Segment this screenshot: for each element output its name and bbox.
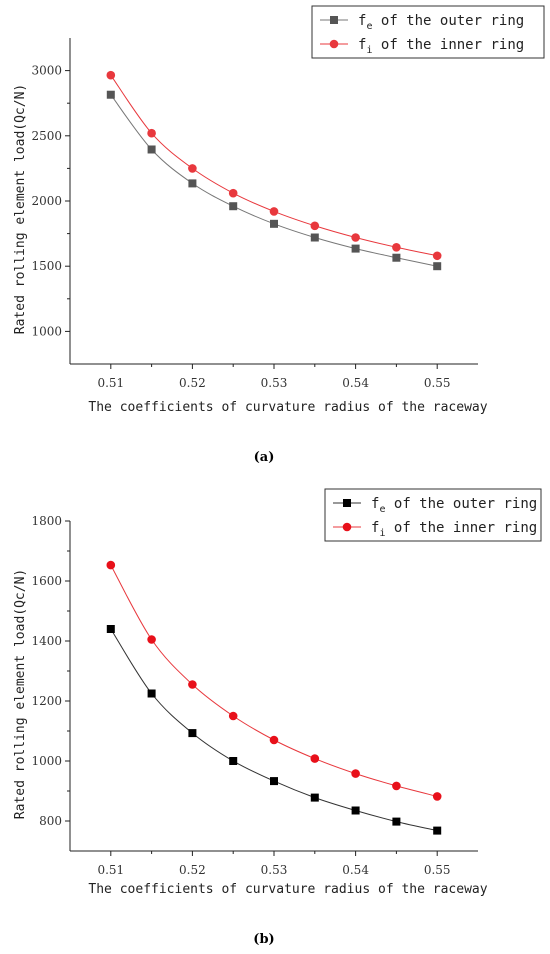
data-point-square bbox=[106, 625, 115, 633]
data-point-square bbox=[229, 202, 238, 211]
x-tick-label: 0.52 bbox=[179, 863, 206, 877]
data-point-circle bbox=[228, 188, 238, 198]
data-point-square bbox=[270, 219, 278, 228]
legend-marker-square bbox=[343, 499, 351, 507]
x-axis-label: The coefficients of curvature radius of … bbox=[88, 882, 487, 897]
data-point-circle bbox=[147, 635, 156, 644]
legend: fe of the outer ring fi of the inner ring bbox=[311, 5, 545, 59]
panel-label: (a) bbox=[254, 450, 275, 465]
y-tick-label: 1000 bbox=[31, 324, 62, 338]
legend-box bbox=[311, 5, 545, 59]
chart-a: 0.51 0.52 0.53 0.54 0.55 1000 1500 2000 2500 3000… bbox=[13, 5, 545, 465]
data-point-circle bbox=[269, 207, 279, 216]
legend-label: fe of the outer ring bbox=[371, 496, 537, 515]
data-point-square bbox=[147, 145, 156, 154]
series-inner-ring bbox=[106, 560, 442, 801]
y-tick-label: 2500 bbox=[31, 129, 62, 143]
legend-marker-square bbox=[330, 16, 338, 24]
y-tick-label: 3000 bbox=[31, 64, 62, 78]
y-tick-label: 1500 bbox=[31, 259, 62, 273]
data-point-square bbox=[433, 826, 442, 835]
legend-marker-circle bbox=[329, 39, 339, 49]
data-point-circle bbox=[392, 781, 401, 791]
x-tick-label: 0.54 bbox=[342, 863, 369, 877]
x-tick-label: 0.55 bbox=[424, 863, 451, 877]
y-axis-label: Rated rolling element load(Qc/N) bbox=[13, 569, 28, 819]
chart-b: 0.51 0.52 0.53 0.54 0.55 800 1000 1200 1400 1600 1… bbox=[13, 488, 542, 947]
series-outer-ring bbox=[106, 90, 442, 271]
data-point-square bbox=[229, 757, 238, 765]
panel-label: (b) bbox=[253, 932, 274, 947]
x-tick-label: 0.51 bbox=[97, 863, 124, 877]
x-tick-label: 0.54 bbox=[342, 376, 369, 390]
series-outer-ring bbox=[106, 625, 442, 835]
data-point-square bbox=[310, 793, 319, 802]
data-point-circle bbox=[432, 792, 442, 801]
series-line bbox=[110, 94, 438, 267]
y-tick-label: 800 bbox=[39, 814, 62, 828]
y-tick-label: 1000 bbox=[31, 754, 62, 768]
x-tick-label: 0.53 bbox=[261, 863, 288, 877]
data-point-square bbox=[188, 179, 197, 188]
data-point-circle bbox=[310, 754, 320, 763]
x-axis-label: The coefficients of curvature radius of … bbox=[88, 400, 487, 415]
legend-label: fe of the outer ring bbox=[358, 13, 524, 32]
data-point-circle bbox=[228, 711, 238, 721]
data-point-circle bbox=[269, 735, 279, 745]
series-line bbox=[110, 628, 438, 832]
data-point-square bbox=[310, 233, 319, 242]
data-point-square bbox=[351, 244, 360, 253]
legend-label: fi of the inner ring bbox=[371, 520, 537, 539]
data-point-circle bbox=[147, 128, 156, 138]
x-tick-label: 0.55 bbox=[424, 376, 451, 390]
data-point-circle bbox=[351, 769, 360, 778]
data-point-square bbox=[270, 777, 278, 786]
data-point-circle bbox=[351, 233, 360, 242]
x-tick-label: 0.53 bbox=[261, 376, 288, 390]
data-point-square bbox=[106, 90, 115, 99]
y-axis-label: Rated rolling element load(Qc/N) bbox=[13, 84, 28, 334]
data-point-circle bbox=[188, 164, 197, 173]
data-point-circle bbox=[106, 70, 116, 80]
legend-label: fi of the inner ring bbox=[358, 37, 524, 56]
series-line bbox=[110, 74, 438, 257]
data-point-square bbox=[433, 262, 442, 271]
legend-box bbox=[324, 488, 542, 542]
y-tick-label: 1200 bbox=[31, 694, 62, 708]
y-tick-label: 2000 bbox=[31, 194, 62, 208]
data-point-circle bbox=[188, 680, 197, 689]
data-point-square bbox=[351, 806, 360, 815]
data-point-circle bbox=[392, 242, 401, 252]
data-point-square bbox=[188, 729, 197, 738]
data-point-circle bbox=[310, 221, 320, 231]
y-tick-label: 1400 bbox=[31, 634, 62, 648]
data-point-circle bbox=[106, 560, 116, 570]
x-tick-label: 0.52 bbox=[179, 376, 206, 390]
data-point-square bbox=[392, 253, 401, 262]
x-tick-label: 0.51 bbox=[97, 376, 124, 390]
data-point-circle bbox=[432, 251, 442, 261]
legend: fe of the outer ring fi of the inner ring bbox=[324, 488, 542, 542]
legend-marker-circle bbox=[342, 522, 352, 532]
series-line bbox=[110, 564, 438, 797]
y-tick-label: 1600 bbox=[31, 574, 62, 588]
data-point-square bbox=[392, 817, 401, 826]
series-inner-ring bbox=[106, 70, 442, 261]
y-tick-label: 1800 bbox=[31, 514, 62, 528]
data-point-square bbox=[147, 689, 156, 698]
